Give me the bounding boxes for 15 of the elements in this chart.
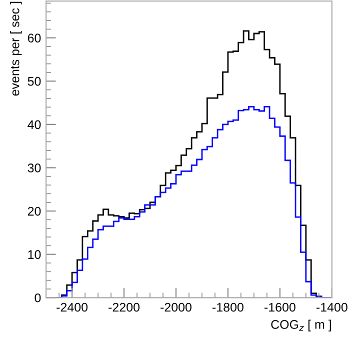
x-tick-label: -2200 (108, 302, 140, 312)
y-tick-label: 50 (28, 76, 41, 86)
y-tick-label: 30 (28, 164, 41, 172)
y-tick-label: 20 (28, 206, 41, 216)
x-axis-title: COG$_{z}$ [ m ] (271, 320, 331, 332)
x-tick-label: -1400 (316, 302, 348, 312)
y-tick-label: 40 (28, 120, 41, 130)
y-axis-title: events per [ sec ] (10, 2, 22, 96)
x-tick-label: -2400 (56, 302, 88, 312)
y-tick-label: 0 (34, 293, 41, 302)
x-tick-label: -1800 (212, 302, 244, 312)
x-tick-label: -2000 (160, 302, 192, 312)
y-tick-label: 60 (28, 34, 41, 42)
y-tick-label: 10 (28, 250, 41, 259)
x-tick-label: -1600 (264, 302, 296, 312)
